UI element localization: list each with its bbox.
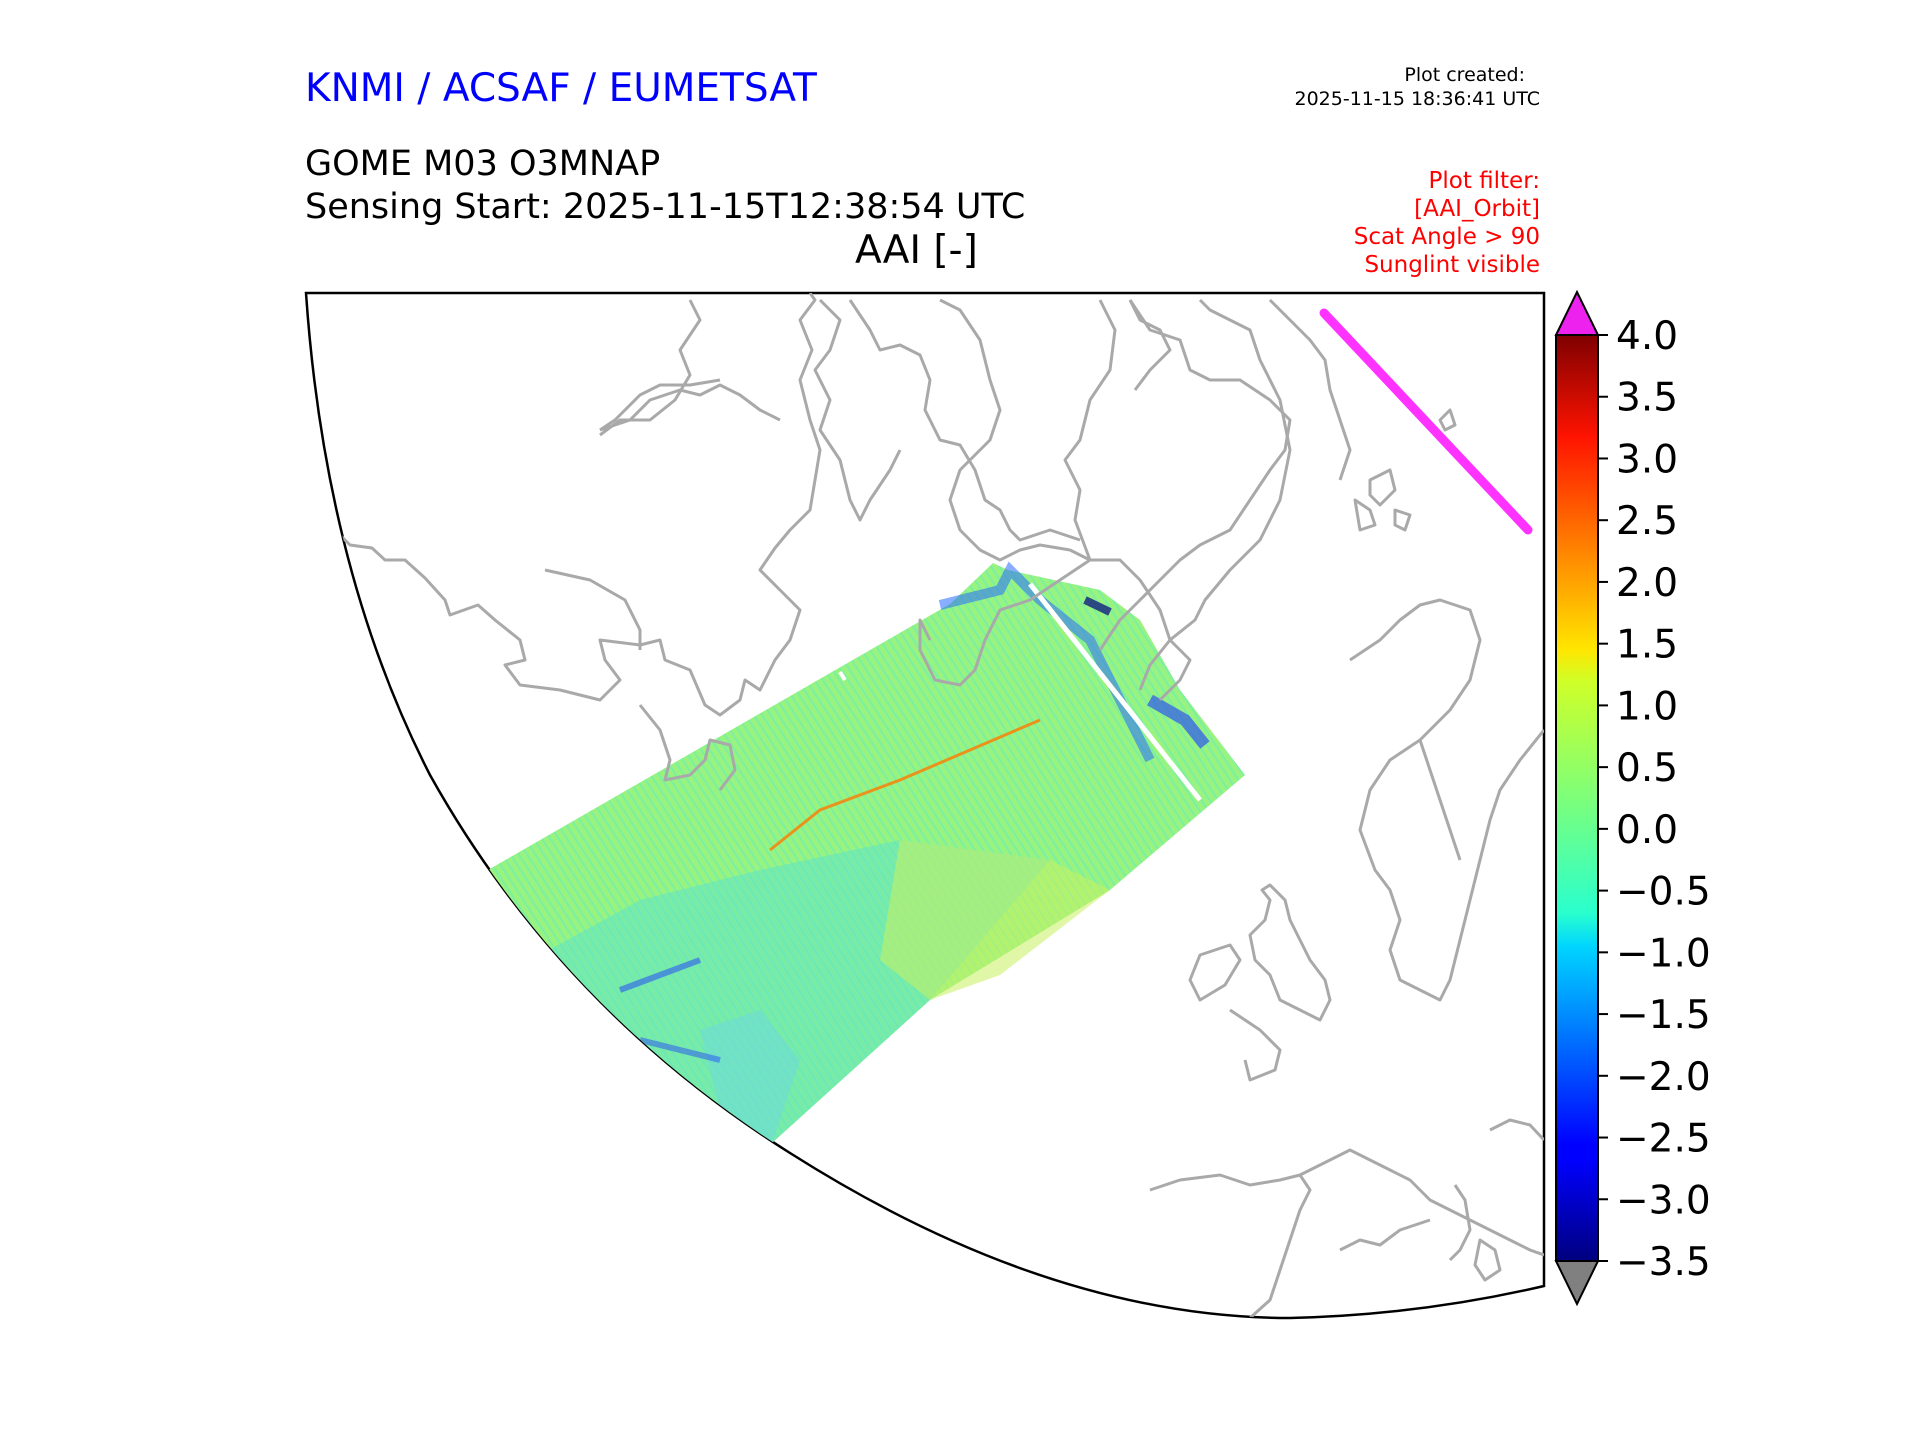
colorbar-over-arrow bbox=[1554, 289, 1600, 336]
colorbar-tick-label: −3.5 bbox=[1616, 1240, 1711, 1285]
plot-created-label: Plot created: bbox=[1404, 64, 1525, 86]
colorbar: 4.0 3.5 3.0 2.5 2.0 1.5 1.0 0.5 0.0 −0.5 −1.0 −1.5 −… bbox=[1554, 289, 1711, 1307]
plot-filter-line: Scat Angle > 90 bbox=[1353, 224, 1540, 250]
plot-filter-title: Plot filter: bbox=[1428, 168, 1540, 194]
variable-title: AAI [-] bbox=[855, 228, 978, 273]
colorbar-tick-label: −0.5 bbox=[1616, 870, 1711, 915]
colorbar-tick-label: 0.0 bbox=[1616, 808, 1678, 853]
sensing-start: Sensing Start: 2025-11-15T12:38:54 UTC bbox=[305, 187, 1026, 227]
colorbar-tick-label: −3.0 bbox=[1616, 1178, 1711, 1223]
colorbar-tick-label: 0.5 bbox=[1616, 746, 1678, 791]
colorbar-tick-label: 2.5 bbox=[1616, 499, 1678, 544]
colorbar-tick-label: 3.5 bbox=[1616, 376, 1678, 421]
colorbar-tick-label: −1.5 bbox=[1616, 993, 1711, 1038]
plot-filter-line: [AAI_Orbit] bbox=[1414, 196, 1540, 222]
colorbar-tick-label: 2.0 bbox=[1616, 561, 1678, 606]
product-title: GOME M03 O3MNAP bbox=[305, 144, 661, 184]
colorbar-tick-label: −2.5 bbox=[1616, 1117, 1711, 1162]
colorbar-tick-label: 4.0 bbox=[1616, 314, 1678, 359]
colorbar-tick-label: 1.0 bbox=[1616, 684, 1678, 729]
coastlines bbox=[338, 293, 1544, 1318]
colorbar-tick-label: −2.0 bbox=[1616, 1055, 1711, 1100]
plot-created-time: 2025-11-15 18:36:41 UTC bbox=[1294, 88, 1541, 110]
colorbar-under-arrow bbox=[1554, 1260, 1600, 1307]
colorbar-tick-label: −1.0 bbox=[1616, 931, 1711, 976]
colorbar-tick-label: 1.5 bbox=[1616, 623, 1678, 668]
plot-filter-line: Sunglint visible bbox=[1364, 252, 1540, 278]
orbit-track bbox=[1319, 308, 1533, 535]
aai-swath bbox=[488, 561, 1245, 1143]
agency-title: KNMI / ACSAF / EUMETSAT bbox=[305, 66, 817, 111]
colorbar-tick-label: 3.0 bbox=[1616, 437, 1678, 482]
